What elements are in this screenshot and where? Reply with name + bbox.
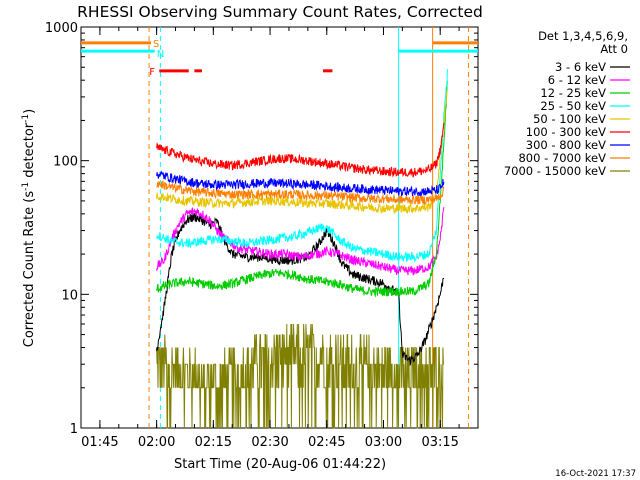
series-line-25-50-kev	[156, 69, 448, 263]
legend-label-25-50-kev: 25 - 50 keV	[540, 99, 606, 113]
legend-label-50-100-kev: 50 - 100 keV	[533, 112, 606, 126]
series-line-7000-15000-kev	[156, 323, 444, 429]
series-line-50-100-kev	[156, 89, 448, 215]
series-line-6-12-kev	[156, 207, 445, 276]
y-tick-label-10: 10	[61, 288, 78, 303]
y-axis-label-end: )	[22, 109, 37, 114]
x-axis: 01:45 02:00 02:15 02:30 02:45 03:00 03:15	[80, 27, 479, 450]
y-tick-label-1: 1	[70, 422, 78, 437]
series-line-800-7000-kev	[156, 180, 445, 206]
legend-label-100-300-kev: 100 - 300 keV	[526, 125, 606, 139]
y-axis-label: Corrected Count Rate (s-1 detector-1)	[21, 109, 37, 347]
series-line-100-300-kev	[156, 122, 445, 178]
legend-label-300-800-kev: 300 - 800 keV	[526, 138, 606, 152]
plot-frame	[80, 26, 479, 429]
flag-label-n: N	[157, 49, 164, 60]
x-tick-label-02-00: 02:00	[138, 435, 175, 450]
footer-timestamp: 16-Oct-2021 17:37	[555, 469, 636, 479]
flag-label-s: S	[153, 39, 159, 50]
y-axis-label-main: Corrected Count Rate (s	[22, 191, 37, 348]
legend-label-800-7000-kev: 800 - 7000 keV	[518, 151, 606, 165]
flag-label-f: F	[149, 67, 155, 78]
legend-label-7000-15000-kev: 7000 - 15000 keV	[504, 164, 606, 178]
x-tick-label-01-45: 01:45	[81, 435, 118, 450]
x-tick-label-03-00: 03:00	[365, 435, 402, 450]
flag-bars: SNF	[81, 39, 478, 78]
legend-label-12-25-kev: 12 - 25 keV	[540, 86, 606, 100]
x-tick-label-02-30: 02:30	[251, 435, 288, 450]
y-axis: 1 10 100 1000	[45, 21, 478, 437]
plot-area: SNF	[80, 26, 479, 429]
series-line-300-800-kev	[156, 170, 445, 197]
x-tick-label-03-15: 03:15	[421, 435, 458, 450]
series-lines	[156, 69, 448, 429]
chart-title: RHESSI Observing Summary Count Rates, Co…	[77, 3, 483, 21]
y-axis-label-mid: detector	[22, 122, 37, 182]
y-axis-label-sup1: -1	[21, 182, 31, 191]
legend-header-line-2: Att 0	[600, 42, 628, 56]
y-tick-label-100: 100	[53, 155, 78, 170]
y-tick-label-1000: 1000	[45, 21, 78, 36]
legend-label-3-6-kev: 3 - 6 keV	[555, 60, 606, 74]
x-tick-label-02-15: 02:15	[195, 435, 232, 450]
legend-header-line-1: Det 1,3,4,5,6,9,	[538, 29, 628, 43]
x-tick-label-02-45: 02:45	[308, 435, 345, 450]
legend-label-6-12-kev: 6 - 12 keV	[548, 73, 606, 87]
x-axis-label: Start Time (20-Aug-06 01:44:22)	[174, 457, 386, 472]
y-axis-label-sup2: -1	[21, 114, 31, 123]
series-line-12-25-kev	[156, 80, 448, 298]
